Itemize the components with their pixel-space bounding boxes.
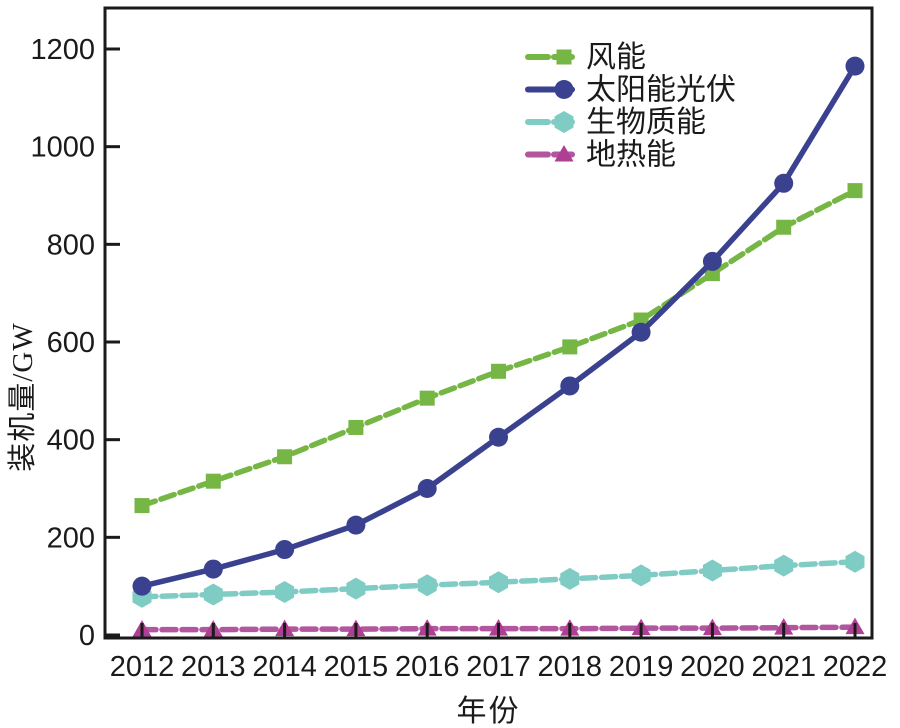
y-tick-label: 0 [79, 620, 95, 652]
x-tick-label: 2013 [181, 651, 246, 683]
x-tick-label: 2022 [823, 651, 888, 683]
legend-item-geothermal: 地热能 [525, 139, 676, 172]
x-tick-label: 2012 [110, 651, 175, 683]
legend-marker-wind [556, 49, 572, 65]
legend-label-solar-pv: 太阳能光伏 [586, 74, 736, 107]
data-point-marker-biomass [702, 559, 722, 582]
data-point-marker-biomass [845, 550, 865, 573]
y-tick-label: 400 [47, 425, 95, 457]
data-point-marker-solar-pv [275, 540, 295, 560]
y-axis-title: 装机量/GW [7, 322, 39, 472]
legend-label-wind: 风能 [586, 41, 646, 74]
series-line-solar-pv [139, 63, 858, 589]
data-point-marker-biomass [489, 571, 508, 594]
data-point-marker-wind [419, 390, 435, 406]
data-point-marker-solar-pv [845, 56, 865, 76]
data-point-marker-wind [134, 498, 150, 514]
data-point-marker-wind [348, 419, 364, 435]
legend-item-biomass: 生物质能 [525, 106, 706, 139]
y-tick-label: 600 [47, 327, 95, 359]
x-tick-label: 2016 [395, 651, 460, 683]
series-line-wind [139, 187, 858, 509]
legend-item-wind: 风能 [525, 41, 646, 74]
data-point-marker-wind [776, 219, 792, 235]
x-tick-label: 2020 [680, 651, 745, 683]
data-point-marker-solar-pv [631, 322, 651, 342]
data-point-marker-solar-pv [203, 559, 223, 579]
series-layer [132, 56, 865, 637]
data-point-marker-biomass [203, 583, 223, 606]
legend-label-biomass: 生物质能 [586, 106, 706, 139]
x-tick-label: 2015 [324, 651, 389, 683]
x-tick-label: 2018 [538, 651, 603, 683]
x-tick-label: 2014 [252, 651, 317, 683]
legend-marker-solar-pv [554, 80, 574, 99]
axes-frame-layer [103, 6, 874, 640]
data-point-marker-solar-pv [702, 251, 722, 271]
legend-item-solar-pv: 太阳能光伏 [525, 74, 736, 107]
data-point-marker-wind [847, 183, 863, 199]
legend-marker-geothermal [554, 145, 574, 162]
data-point-marker-solar-pv [346, 515, 366, 535]
data-point-marker-solar-pv [132, 576, 152, 596]
x-tick-label: 2017 [466, 651, 531, 683]
data-point-marker-biomass [346, 577, 366, 600]
data-point-marker-wind [562, 339, 578, 355]
y-tick-label: 1200 [30, 34, 95, 66]
data-point-marker-biomass [631, 564, 651, 587]
data-point-marker-wind [277, 449, 293, 465]
plot-frame [103, 6, 874, 640]
y-tick-label: 200 [47, 522, 95, 554]
data-point-marker-solar-pv [560, 376, 580, 396]
legend-marker-biomass [554, 111, 574, 133]
y-tick-label: 1000 [30, 132, 95, 164]
data-point-marker-biomass [774, 554, 794, 577]
data-point-marker-biomass [275, 581, 295, 604]
data-point-marker-wind [491, 363, 506, 379]
y-tick-label: 800 [47, 229, 95, 261]
x-tick-label: 2019 [609, 651, 674, 683]
data-point-marker-solar-pv [417, 479, 437, 499]
series-wind [134, 183, 863, 514]
data-point-marker-biomass [417, 574, 437, 597]
series-solar-pv [132, 56, 865, 596]
data-point-marker-solar-pv [774, 173, 794, 193]
data-point-marker-biomass [560, 567, 580, 590]
x-axis-title: 年份 [456, 695, 521, 728]
data-point-marker-wind [205, 473, 221, 489]
data-point-marker-solar-pv [489, 427, 508, 447]
legend-label-geothermal: 地热能 [586, 139, 676, 172]
series-line-biomass [139, 559, 858, 600]
x-tick-label: 2021 [751, 651, 816, 683]
